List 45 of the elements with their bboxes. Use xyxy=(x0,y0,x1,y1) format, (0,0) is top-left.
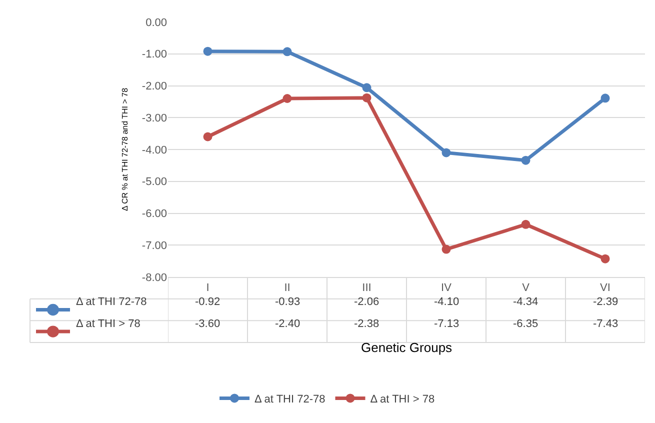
legend-label: Δ at THI > 78 xyxy=(76,318,140,330)
point xyxy=(600,94,610,103)
point xyxy=(282,47,292,56)
point xyxy=(362,83,372,92)
point xyxy=(203,46,212,56)
x-tick-label: VI xyxy=(600,282,610,294)
point xyxy=(362,93,372,102)
data-label: -4.34 xyxy=(513,296,538,308)
x-tick-label: IV xyxy=(441,282,452,294)
data-label: -7.43 xyxy=(593,318,618,330)
y-tick-label: -6.00 xyxy=(142,208,167,220)
data-label: -2.38 xyxy=(354,318,380,330)
legend-label: Δ at THI 72-78 xyxy=(254,393,326,406)
y-tick-label: -2.00 xyxy=(142,80,167,93)
data-label: -0.93 xyxy=(275,296,300,308)
data-label: -2.06 xyxy=(354,296,380,308)
y-tick-label: -8.00 xyxy=(142,272,167,284)
point xyxy=(600,254,610,264)
point xyxy=(442,244,451,254)
y-tick-label: -3.00 xyxy=(142,112,167,124)
y-tick-label: -1.00 xyxy=(142,48,167,61)
data-label: -7.13 xyxy=(434,318,460,330)
x-tick-label: I xyxy=(206,282,210,294)
point xyxy=(521,220,530,229)
text: Δ at THI 72-78 xyxy=(76,296,147,308)
x-tick-label: II xyxy=(284,282,290,294)
point xyxy=(521,156,530,165)
data-label: -2.39 xyxy=(593,296,618,308)
y-tick-label: 0.00 xyxy=(146,16,167,29)
x-tick-label: V xyxy=(522,282,530,294)
point xyxy=(442,148,451,158)
data-label: -4.10 xyxy=(434,296,460,308)
x-tick-label: III xyxy=(362,282,372,294)
data-label: -6.35 xyxy=(513,318,538,330)
y-tick-label: -4.00 xyxy=(142,144,167,156)
point xyxy=(282,94,292,103)
data-label: -3.60 xyxy=(195,318,220,330)
x-axis-title: Genetic Groups xyxy=(361,340,453,355)
data-label: -0.92 xyxy=(195,296,220,308)
y-axis-title: Δ CR % at THI 72-78 and THI > 78 xyxy=(120,87,130,212)
data-label: -2.40 xyxy=(275,318,300,330)
y-tick-label: -5.00 xyxy=(142,176,167,188)
point xyxy=(203,132,212,142)
text: Δ at THI > 78 xyxy=(370,393,435,406)
y-tick-label: -7.00 xyxy=(142,240,167,252)
